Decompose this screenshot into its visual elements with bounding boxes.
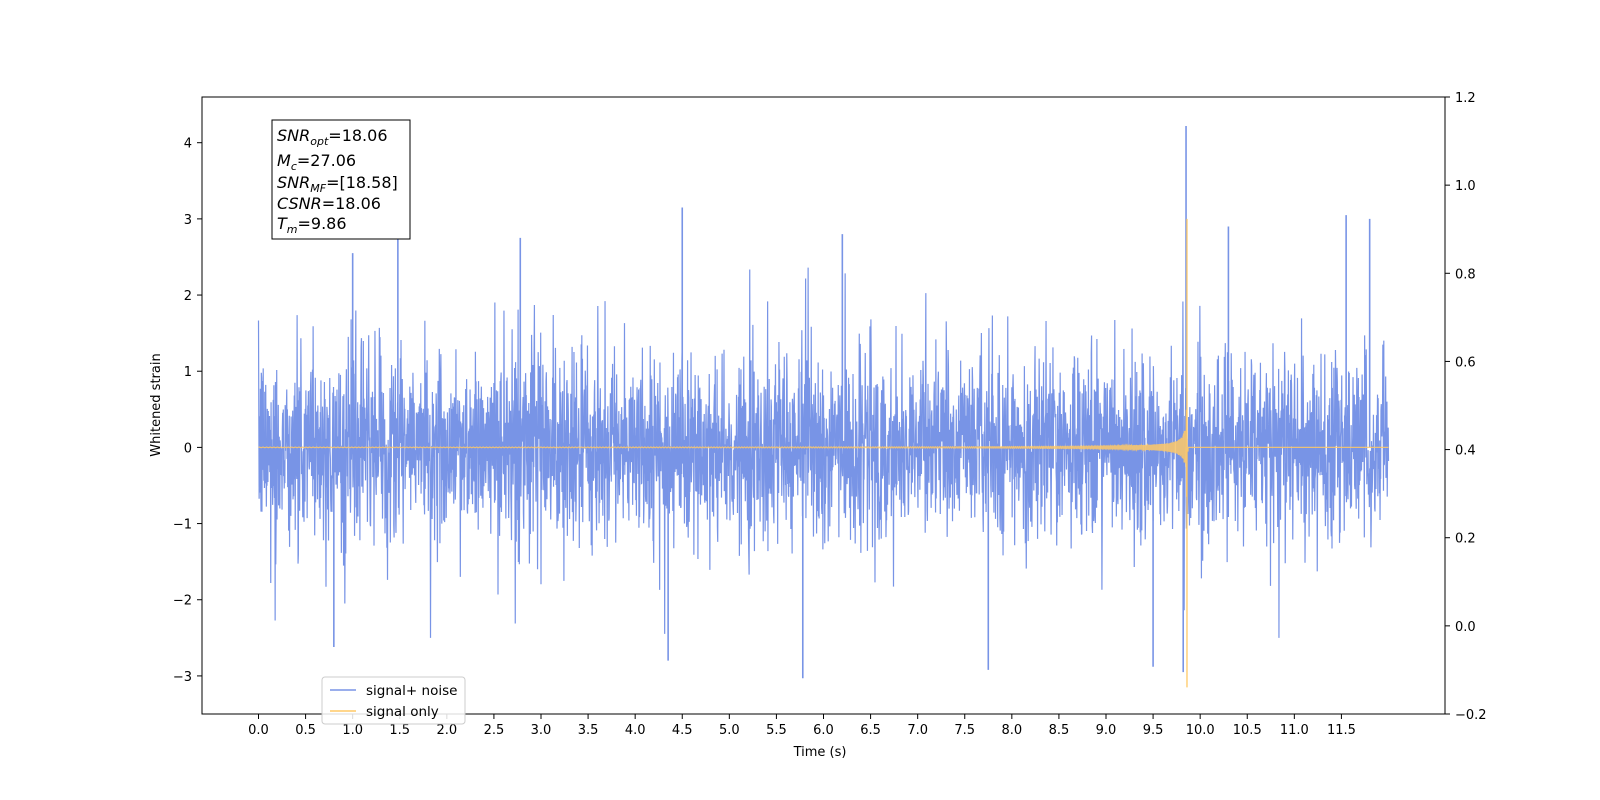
- annotation-line: Mc=27.06: [277, 151, 356, 173]
- y2-tick-label: −0.2: [1455, 708, 1487, 723]
- x-tick-label: 3.5: [578, 723, 599, 738]
- y-tick-label: −3: [173, 670, 192, 685]
- legend-label: signal+ noise: [366, 683, 457, 699]
- y-axis-right: 1.2 1.0 0.8 0.6 0.4 0.2 0.0 −0.2: [1445, 91, 1487, 723]
- y2-tick-label: 0.6: [1455, 355, 1476, 370]
- annotation-line: SNRopt=18.06: [277, 126, 388, 148]
- x-tick-label: 4.0: [625, 723, 646, 738]
- x-tick-label: 11.5: [1327, 723, 1356, 738]
- x-tick-label: 8.0: [1001, 723, 1022, 738]
- series-signal-only: [258, 409, 1389, 497]
- x-axis-label: Time (s): [793, 745, 847, 760]
- x-tick-label: 6.5: [860, 723, 881, 738]
- series-signal-plus-noise: [257, 267, 1390, 638]
- x-tick-label: 0.0: [248, 723, 269, 738]
- x-tick-label: 5.5: [766, 723, 787, 738]
- x-tick-label: 3.0: [531, 723, 552, 738]
- y-tick-label: 1: [184, 365, 192, 380]
- y-tick-label: 2: [184, 289, 192, 304]
- annotation-box: SNRopt=18.06 Mc=27.06SNRMF=[18.58]CSNR=18…: [271, 119, 411, 240]
- x-tick-label: 9.5: [1143, 723, 1164, 738]
- x-axis: 0.0 0.5 1.0 1.5 2.0 2.5 3.0 3.5 4.0 4.5 5.0 5.5 6.0 6…: [248, 714, 1356, 738]
- x-tick-label: 2.5: [484, 723, 505, 738]
- x-tick-label: 6.0: [813, 723, 834, 738]
- y-tick-label: −2: [173, 594, 192, 609]
- y-tick-label: 4: [184, 137, 192, 152]
- x-tick-label: 5.0: [719, 723, 740, 738]
- y-tick-label: 0: [184, 441, 192, 456]
- x-tick-label: 9.0: [1096, 723, 1117, 738]
- x-tick-label: 1.5: [389, 723, 410, 738]
- y2-tick-label: 0.8: [1455, 267, 1476, 282]
- y2-tick-label: 0.4: [1455, 444, 1476, 459]
- y-tick-label: −1: [173, 518, 192, 533]
- y2-tick-label: 0.0: [1455, 620, 1476, 635]
- x-tick-label: 10.0: [1186, 723, 1215, 738]
- x-tick-label: 7.5: [954, 723, 975, 738]
- y-tick-label: 3: [184, 213, 192, 228]
- x-tick-label: 0.5: [295, 723, 316, 738]
- y2-tick-label: 1.0: [1455, 179, 1476, 194]
- y2-tick-label: 1.2: [1455, 91, 1476, 106]
- y-axis-left: 4 3 2 1 0 −1 −2 −3: [173, 137, 202, 685]
- x-tick-label: 4.5: [672, 723, 693, 738]
- annotation-frame: [271, 119, 411, 240]
- annotation-line: CSNR=18.06: [277, 194, 381, 213]
- legend-label: signal only: [366, 704, 439, 720]
- annotation-line: Tm=9.86: [277, 214, 347, 236]
- y2-tick-label: 0.2: [1455, 532, 1476, 547]
- series-layer: [257, 125, 1390, 688]
- x-tick-label: 1.0: [342, 723, 363, 738]
- legend: signal+ noise signal only: [321, 676, 466, 725]
- x-tick-label: 2.0: [436, 723, 457, 738]
- x-tick-label: 10.5: [1233, 723, 1262, 738]
- legend-frame: [321, 676, 466, 725]
- x-tick-label: 11.0: [1280, 723, 1309, 738]
- x-tick-label: 7.0: [907, 723, 928, 738]
- y-axis-label: Whitened strain: [149, 353, 164, 456]
- x-tick-label: 8.5: [1049, 723, 1070, 738]
- annotation-line: SNRMF=[18.58]: [277, 173, 398, 195]
